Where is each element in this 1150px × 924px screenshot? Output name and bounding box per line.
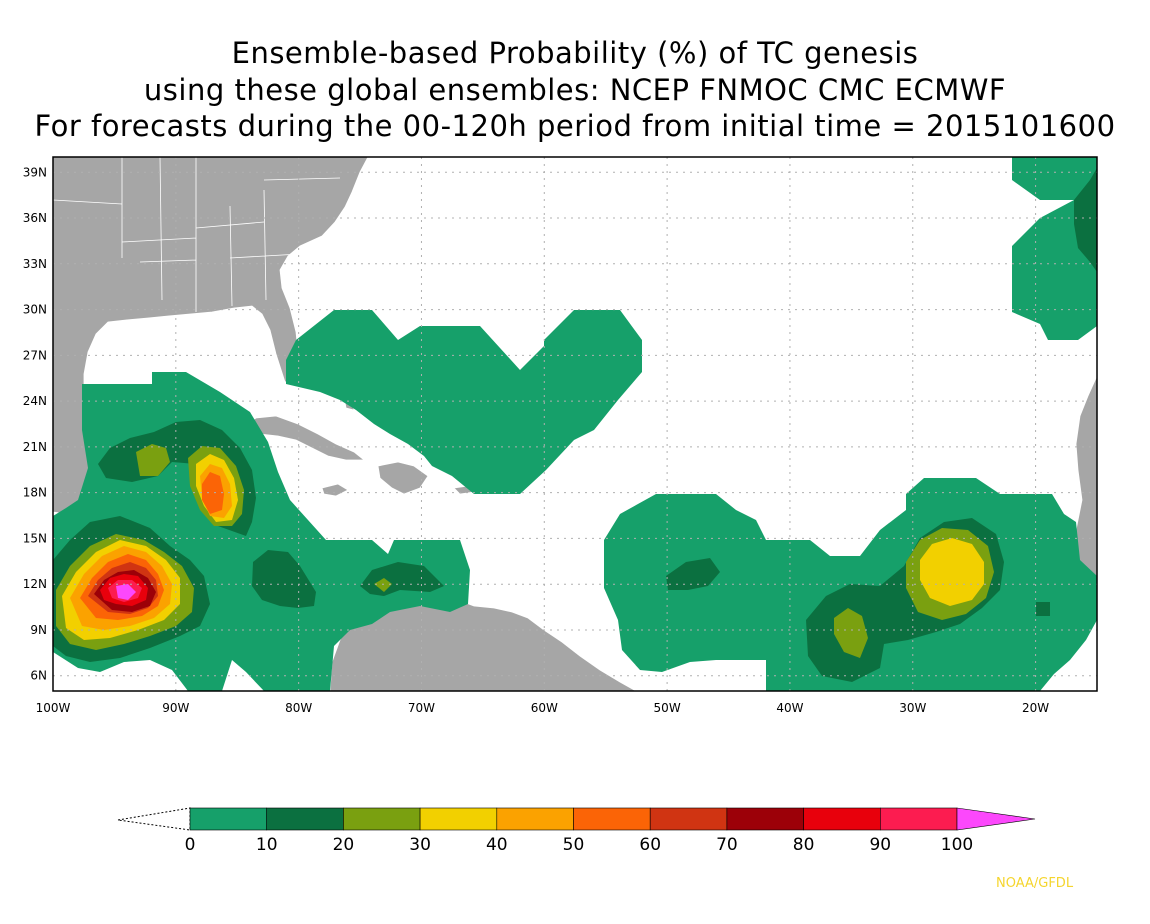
title-line-3: For forecasts during the 00-120h period … (34, 109, 1116, 143)
credit-label: NOAA/GFDL (996, 876, 1074, 891)
lat-tick-label: 24N (23, 394, 47, 408)
lat-tick-label: 33N (23, 257, 47, 271)
lon-tick-label: 90W (162, 701, 189, 715)
colorbar-label: 30 (409, 835, 431, 855)
lon-tick-label: 40W (776, 701, 803, 715)
colorbar-swatch (803, 807, 881, 831)
latitude-labels: 39N 36N 33N 30N 27N 24N 21N 18N 15N 12N 9N 6N (23, 165, 47, 682)
longitude-labels: 100W 90W 80W 70W 60W 50W 40W 30W 20W (36, 701, 1050, 715)
colorbar-label: 80 (793, 835, 815, 855)
lon-tick-label: 80W (285, 701, 312, 715)
hispaniola-land (377, 461, 429, 495)
colorbar-swatch (879, 807, 958, 831)
lat-tick-label: 39N (23, 165, 47, 179)
lon-tick-label: 60W (531, 701, 558, 715)
title-line-1: Ensemble-based Probability (%) of TC gen… (231, 36, 919, 70)
lat-tick-label: 36N (23, 211, 47, 225)
colorbar-label: 0 (185, 835, 196, 855)
lat-tick-label: 27N (23, 348, 47, 362)
colorbar: 0 10 20 30 40 50 60 70 80 90 100 (117, 807, 1036, 855)
lon-tick-label: 20W (1022, 701, 1049, 715)
colorbar-swatch (496, 807, 574, 831)
lat-tick-label: 21N (23, 440, 47, 454)
colorbar-label: 20 (333, 835, 355, 855)
map-area (53, 157, 1097, 691)
map-grid (53, 157, 1097, 691)
lat-tick-label: 18N (23, 486, 47, 500)
colorbar-swatch (266, 807, 344, 831)
colorbar-swatch (343, 807, 421, 831)
colorbar-high-arrow (956, 807, 1036, 831)
lat-tick-label: 9N (30, 623, 47, 637)
probability-contours (53, 157, 1097, 691)
colorbar-label: 40 (486, 835, 508, 855)
lat-tick-label: 30N (23, 303, 47, 317)
contour-max (116, 584, 136, 600)
colorbar-swatch (726, 807, 804, 831)
colorbar-label: 70 (716, 835, 738, 855)
cuba-land (239, 415, 366, 461)
map-frame (52, 156, 1098, 692)
lon-tick-label: 30W (899, 701, 926, 715)
lon-tick-label: 70W (408, 701, 435, 715)
lon-tick-label: 100W (36, 701, 71, 715)
colorbar-label: 60 (639, 835, 661, 855)
colorbar-swatch (649, 807, 728, 831)
colorbar-label: 90 (869, 835, 891, 855)
colorbar-label: 10 (256, 835, 278, 855)
colorbar-label: 50 (563, 835, 585, 855)
colorbar-low-arrow (117, 807, 191, 831)
lat-tick-label: 12N (23, 577, 47, 591)
lon-tick-label: 50W (654, 701, 681, 715)
colorbar-swatch (189, 807, 267, 831)
lat-tick-label: 6N (30, 669, 47, 683)
colorbar-label: 100 (941, 835, 973, 855)
colorbar-swatch (573, 807, 651, 831)
lat-tick-label: 15N (23, 531, 47, 545)
state-borders (53, 157, 341, 312)
colorbar-swatch (419, 807, 498, 831)
title-line-2: using these global ensembles: NCEP FNMOC… (143, 73, 1007, 107)
